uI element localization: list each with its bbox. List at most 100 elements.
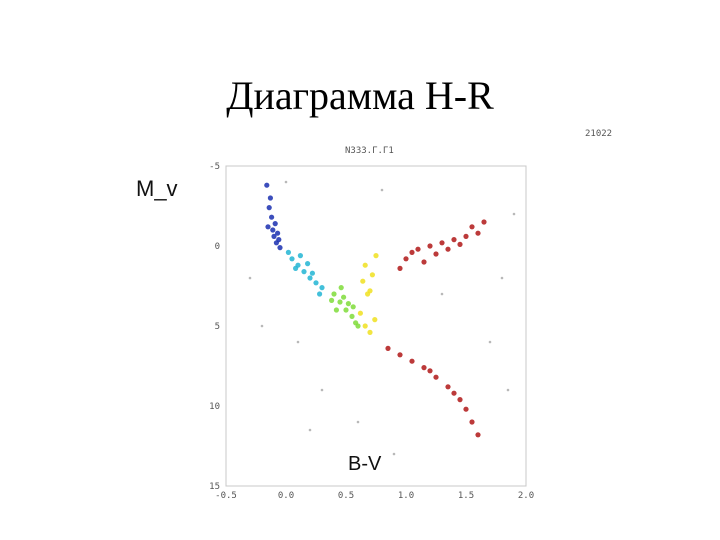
x-tick-label: -0.5 <box>215 491 237 501</box>
data-point-red-21 <box>457 397 463 403</box>
tick-marks: -0.5 0.0 0.5 1.0 1.5 2.0 -5 0 5 10 15 <box>209 162 534 501</box>
data-point-yellow-0 <box>357 310 363 316</box>
data-point-red-2 <box>415 246 421 252</box>
data-point-blue-7 <box>275 230 281 236</box>
data-point-red-7 <box>475 230 481 236</box>
data-point-blue-8 <box>267 195 273 201</box>
data-point-red-8 <box>421 259 427 265</box>
data-point-cyan-2 <box>301 269 307 275</box>
data-point-cyan-10 <box>285 249 291 255</box>
y-tick-label: -5 <box>209 162 220 172</box>
data-point-red-19 <box>433 374 439 380</box>
y-tick-label: 5 <box>215 322 220 332</box>
data-point-blue-6 <box>270 227 276 233</box>
data-point-green-8 <box>338 285 344 291</box>
data-point-cyan-6 <box>293 265 299 271</box>
header-right-label: 21022 <box>585 129 612 139</box>
data-point-green-2 <box>343 307 349 313</box>
data-point-red-23 <box>469 419 475 425</box>
data-point-gray-8 <box>488 340 492 344</box>
data-point-red-0 <box>403 256 409 262</box>
data-point-gray-9 <box>260 324 264 328</box>
data-point-cyan-4 <box>297 253 303 259</box>
data-point-green-10 <box>329 297 335 303</box>
data-point-yellow-9 <box>373 253 379 259</box>
data-point-gray-6 <box>284 180 288 184</box>
data-point-gray-2 <box>320 388 324 392</box>
data-point-yellow-1 <box>362 323 368 329</box>
data-point-red-12 <box>397 265 403 271</box>
data-point-blue-0 <box>265 224 271 230</box>
data-point-red-16 <box>397 352 403 358</box>
data-point-blue-1 <box>271 233 277 239</box>
x-axis-label: B-V <box>348 453 382 475</box>
data-point-red-15 <box>385 345 391 351</box>
data-point-red-3 <box>427 243 433 249</box>
data-point-blue-4 <box>266 205 272 211</box>
data-point-green-11 <box>350 304 356 310</box>
data-point-blue-2 <box>269 214 275 220</box>
data-point-red-4 <box>439 240 445 246</box>
data-point-red-9 <box>433 251 439 257</box>
data-point-cyan-0 <box>289 256 295 262</box>
data-point-green-0 <box>331 291 337 297</box>
data-point-cyan-9 <box>309 270 315 276</box>
data-point-red-24 <box>475 432 481 438</box>
data-point-red-6 <box>463 233 469 239</box>
data-point-cyan-7 <box>305 261 311 267</box>
data-point-red-18 <box>421 365 427 371</box>
data-point-yellow-5 <box>360 278 366 284</box>
data-point-yellow-6 <box>372 317 378 323</box>
data-point-red-5 <box>451 237 457 243</box>
data-point-gray-13 <box>506 388 510 392</box>
x-tick-label: 2.0 <box>518 491 534 501</box>
slide-title: Диаграмма H-R <box>226 73 494 118</box>
y-tick-label: 0 <box>215 242 220 252</box>
data-point-cyan-3 <box>307 275 313 281</box>
data-point-blue-11 <box>272 221 278 227</box>
data-point-gray-7 <box>392 452 396 456</box>
data-point-green-4 <box>341 294 347 300</box>
data-point-gray-4 <box>500 276 504 280</box>
header-left-label: Ν333.Γ.Γ1 <box>345 146 394 156</box>
data-point-red-13 <box>469 224 475 230</box>
data-point-red-25 <box>451 390 457 396</box>
data-point-gray-5 <box>512 212 516 216</box>
x-tick-label: 1.5 <box>458 491 474 501</box>
data-point-gray-0 <box>248 276 252 280</box>
data-point-gray-11 <box>440 292 444 296</box>
data-point-gray-12 <box>308 428 312 432</box>
data-point-gray-1 <box>296 340 300 344</box>
data-point-blue-10 <box>276 237 282 243</box>
y-tick-label: 10 <box>209 402 220 412</box>
y-axis-label: M_v <box>136 176 178 201</box>
data-point-yellow-4 <box>369 272 375 278</box>
data-point-blue-5 <box>277 245 283 251</box>
data-point-green-3 <box>349 313 355 319</box>
data-point-yellow-2 <box>367 329 373 335</box>
data-point-gray-3 <box>356 420 360 424</box>
x-tick-label: 0.0 <box>278 491 294 501</box>
plot-backdrop <box>112 128 620 508</box>
data-point-cyan-11 <box>317 291 323 297</box>
data-point-red-1 <box>409 249 415 255</box>
data-point-cyan-8 <box>319 285 325 291</box>
data-point-red-11 <box>457 241 463 247</box>
data-point-blue-9 <box>264 182 270 188</box>
x-tick-label: 1.0 <box>398 491 414 501</box>
x-tick-label: 0.5 <box>338 491 354 501</box>
data-points <box>248 180 516 456</box>
data-point-red-17 <box>409 358 415 364</box>
data-point-red-22 <box>463 406 469 412</box>
data-point-green-9 <box>355 323 361 329</box>
data-point-yellow-7 <box>367 288 373 294</box>
data-point-red-10 <box>445 246 451 252</box>
data-point-green-6 <box>345 301 351 307</box>
data-point-red-14 <box>481 219 487 225</box>
data-point-red-26 <box>427 368 433 374</box>
data-point-gray-10 <box>380 188 384 192</box>
data-point-cyan-5 <box>313 280 319 286</box>
data-point-red-20 <box>445 384 451 390</box>
data-point-green-5 <box>333 307 339 313</box>
